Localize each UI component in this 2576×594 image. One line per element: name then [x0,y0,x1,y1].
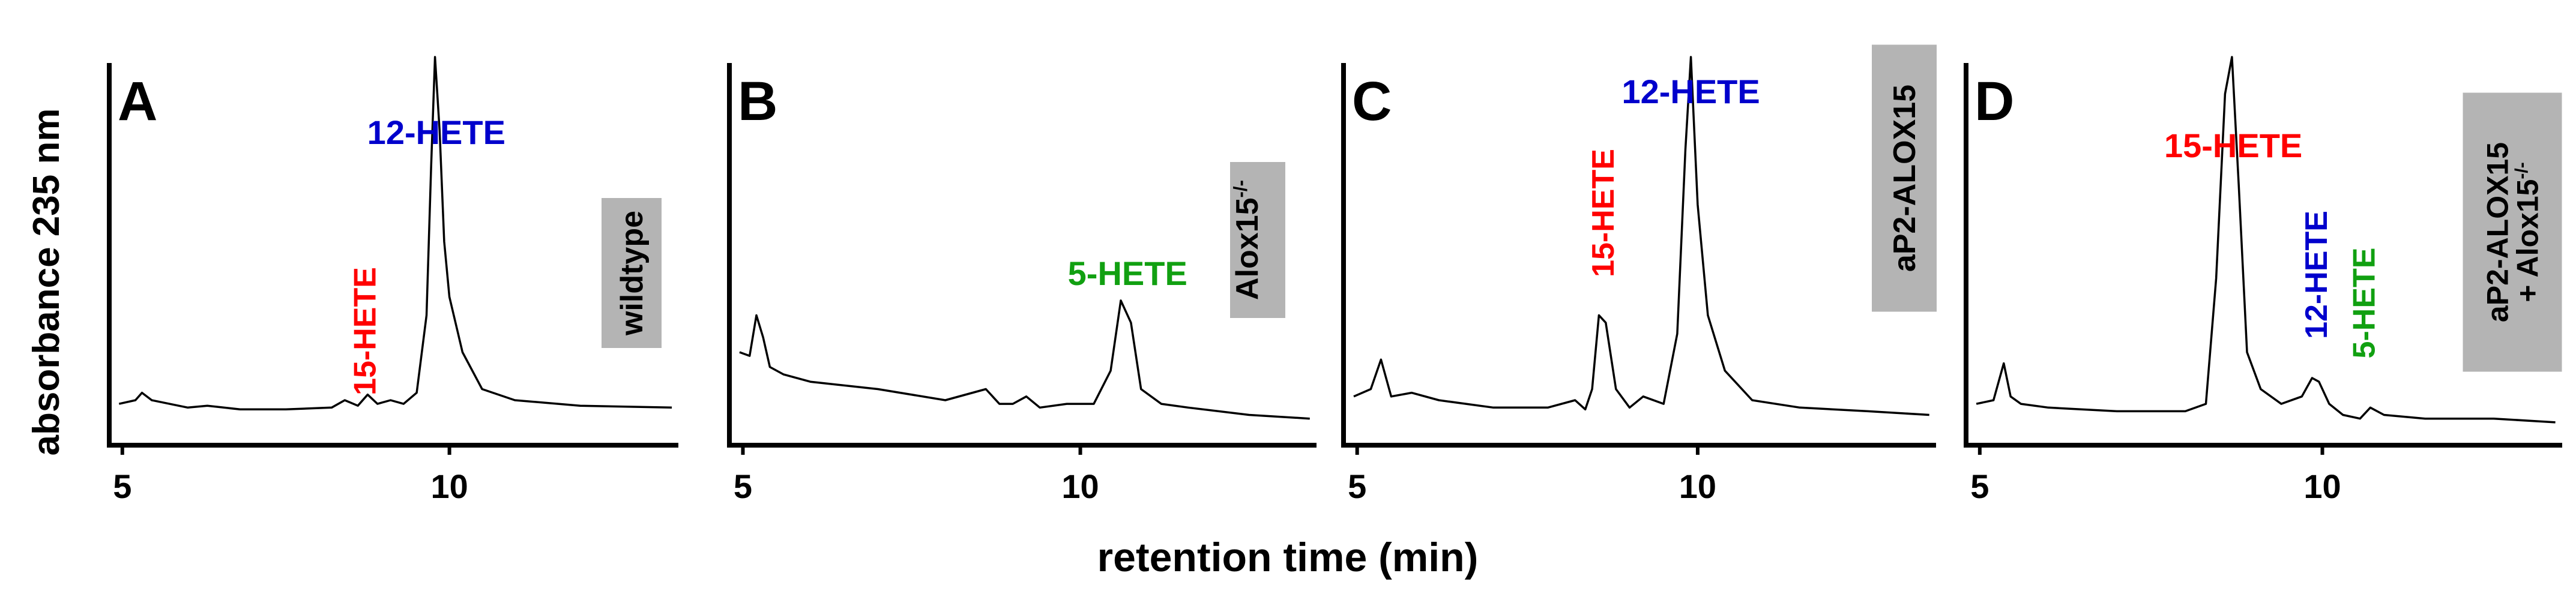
sample-tag: aP2-ALOX15+ Alox15-/- [2481,142,2545,322]
panel-a: 5 10 A 12-HETE 15-HETE wildtype [107,56,678,505]
panel-letter: A [118,71,157,132]
chromatogram-trace [118,56,672,411]
y-axis-label: absorbance 235 nm [26,109,67,456]
panel-d: 5 10 D 15-HETE 12-HETE 5-HETE aP2-ALOX15+ Alox… [1964,56,2562,505]
x-axis-label: retention time (min) [1097,535,1479,580]
peak-label: 15-HETE [1586,149,1621,277]
panel-c: 5 10 C 12-HETE 15-HETE aP2-ALOX15 [1341,44,1937,505]
sample-tag: aP2-ALOX15 [1887,85,1922,272]
peak-label: 15-HETE [2164,127,2302,164]
x-tick-label: 10 [1061,467,1099,505]
peak-label: 5-HETE [1068,254,1187,292]
panel-b: 5 10 B 5-HETE Alox15-/- [727,63,1317,505]
x-tick-label: 10 [2303,467,2341,505]
sample-tag-box [602,198,662,348]
sample-tag-box [1230,162,1285,318]
peak-label: 15-HETE [348,267,383,395]
x-tick-label: 5 [113,467,131,505]
chromatogram-trace [739,299,1310,420]
peak-label: 5-HETE [2347,248,2382,359]
x-tick-label: 10 [1679,467,1716,505]
x-tick-label: 5 [734,467,752,505]
x-tick-label: 5 [1970,467,1989,505]
peak-label: 12-HETE [367,113,505,151]
x-tick-label: 10 [430,467,468,505]
sample-tag-box [1872,44,1937,312]
sample-tag: wildtype [615,211,650,336]
panel-letter: C [1352,71,1392,132]
sample-tag-box [2463,92,2562,372]
peak-label: 12-HETE [2299,211,2334,339]
x-tick-label: 5 [1348,467,1366,505]
sample-tag: Alox15-/- [1230,180,1265,300]
panel-letter: B [738,71,777,132]
panel-letter: D [1974,71,2014,132]
chart-panels: 5 10 A 12-HETE 15-HETE wildtype 5 10 B 5-HETE Alox… [107,44,2562,505]
chromatogram-trace [1976,56,2556,424]
peak-label: 12-HETE [1621,73,1760,110]
chromatogram-trace [1353,56,1929,416]
